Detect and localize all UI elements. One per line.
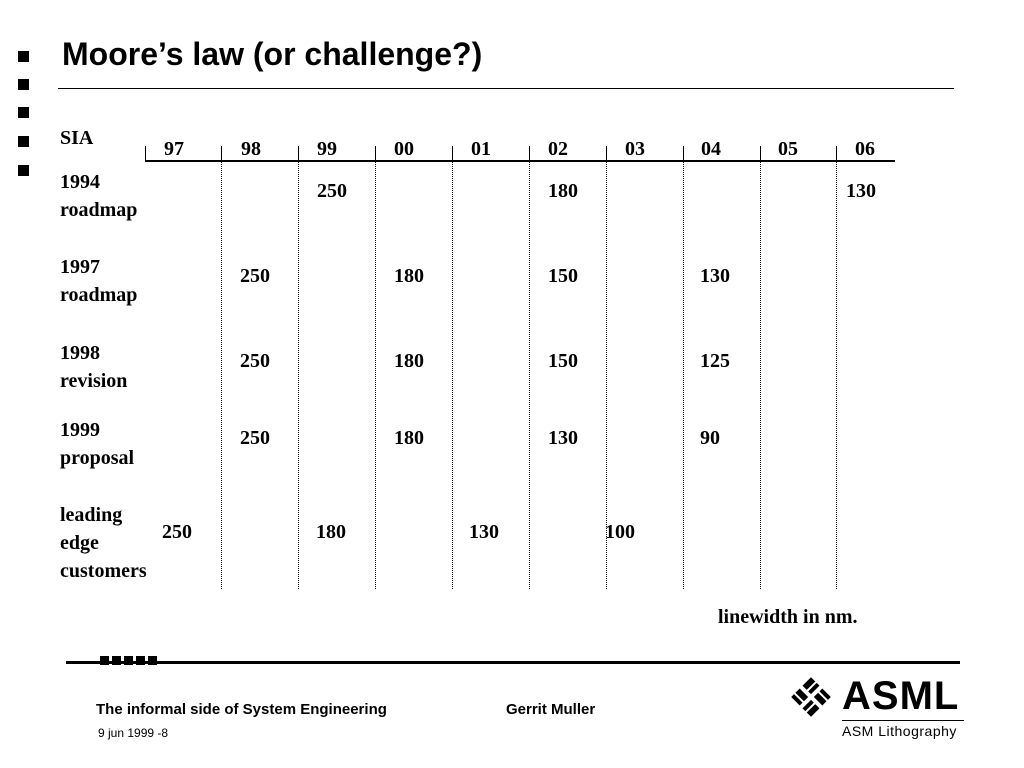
table-cell: 100 xyxy=(605,521,635,543)
table-cell: 250 xyxy=(240,265,270,287)
year-header-99: 99 xyxy=(317,138,337,160)
row-label-line: 1998 xyxy=(60,342,100,364)
column-divider xyxy=(836,161,837,589)
column-divider xyxy=(606,161,607,589)
table-cell: 130 xyxy=(548,427,578,449)
slide-bullet xyxy=(18,51,29,62)
row-label-1997-roadmap: 1997 roadmap xyxy=(60,253,137,309)
column-divider xyxy=(760,161,761,589)
year-header-00: 00 xyxy=(394,138,414,160)
column-tick xyxy=(529,146,530,160)
unit-caption: linewidth in nm. xyxy=(718,606,858,628)
row-label-1999-proposal: 1999 proposal xyxy=(60,416,134,472)
asml-logo-subtitle: ASM Lithography xyxy=(842,723,957,739)
year-header-02: 02 xyxy=(548,138,568,160)
row-label-line: edge xyxy=(60,532,99,554)
column-tick xyxy=(760,146,761,160)
column-divider xyxy=(529,161,530,589)
footer-author: Gerrit Muller xyxy=(506,701,596,718)
slide-bullet xyxy=(18,165,29,176)
slide-bullet xyxy=(18,107,29,118)
logo-divider xyxy=(842,720,964,721)
column-divider xyxy=(375,161,376,589)
table-cell: 180 xyxy=(548,180,578,202)
asml-logo-icon xyxy=(791,677,831,717)
column-tick xyxy=(452,146,453,160)
table-cell: 250 xyxy=(240,350,270,372)
year-header-06: 06 xyxy=(855,138,875,160)
header-rule xyxy=(145,160,895,162)
column-tick xyxy=(298,146,299,160)
row-label-line: leading xyxy=(60,504,123,526)
table-cell: 180 xyxy=(394,427,424,449)
slide-bullet xyxy=(18,136,29,147)
asml-logo-wordmark: ASML xyxy=(842,674,960,718)
table-corner-label: SIA xyxy=(60,127,94,149)
year-header-04: 04 xyxy=(701,138,721,160)
year-header-05: 05 xyxy=(778,138,798,160)
column-tick xyxy=(606,146,607,160)
year-header-98: 98 xyxy=(241,138,261,160)
row-label-line: proposal xyxy=(60,447,135,469)
row-label-1994-roadmap: 1994 roadmap xyxy=(60,168,137,224)
footer-squares xyxy=(100,652,160,670)
table-cell: 250 xyxy=(317,180,347,202)
column-divider xyxy=(683,161,684,589)
row-label-line: 1994 xyxy=(60,171,100,193)
column-tick xyxy=(836,146,837,160)
table-cell: 125 xyxy=(700,350,730,372)
row-label-line: customers xyxy=(60,560,147,582)
column-divider xyxy=(298,161,299,589)
column-tick xyxy=(221,146,222,160)
table-cell: 150 xyxy=(548,350,578,372)
table-cell: 130 xyxy=(846,180,876,202)
header-tick xyxy=(145,146,146,160)
year-header-97: 97 xyxy=(164,138,184,160)
table-cell: 250 xyxy=(162,521,192,543)
row-label-line: roadmap xyxy=(60,284,138,306)
row-label-leading-edge-customers: leading edge customers xyxy=(60,501,147,585)
row-label-line: revision xyxy=(60,370,128,392)
footer-presentation-title: The informal side of System Engineering xyxy=(96,701,387,718)
footer-divider xyxy=(66,661,960,664)
table-cell: 180 xyxy=(394,265,424,287)
table-cell: 130 xyxy=(469,521,499,543)
title-divider xyxy=(58,88,954,89)
table-cell: 180 xyxy=(316,521,346,543)
row-label-1998-revision: 1998 revision xyxy=(60,339,127,395)
table-cell: 90 xyxy=(700,427,720,449)
column-tick xyxy=(683,146,684,160)
row-label-line: roadmap xyxy=(60,199,138,221)
column-tick xyxy=(375,146,376,160)
footer-date-page: 9 jun 1999 -8 xyxy=(98,726,169,740)
table-cell: 180 xyxy=(394,350,424,372)
row-label-line: 1999 xyxy=(60,419,100,441)
row-label-line: 1997 xyxy=(60,256,100,278)
slide-title: Moore’s law (or challenge?) xyxy=(62,36,483,72)
year-header-03: 03 xyxy=(625,138,645,160)
year-header-01: 01 xyxy=(471,138,491,160)
table-cell: 150 xyxy=(548,265,578,287)
table-cell: 130 xyxy=(700,265,730,287)
column-divider xyxy=(221,161,222,589)
column-divider xyxy=(452,161,453,589)
slide-bullet xyxy=(18,79,29,90)
table-cell: 250 xyxy=(240,427,270,449)
